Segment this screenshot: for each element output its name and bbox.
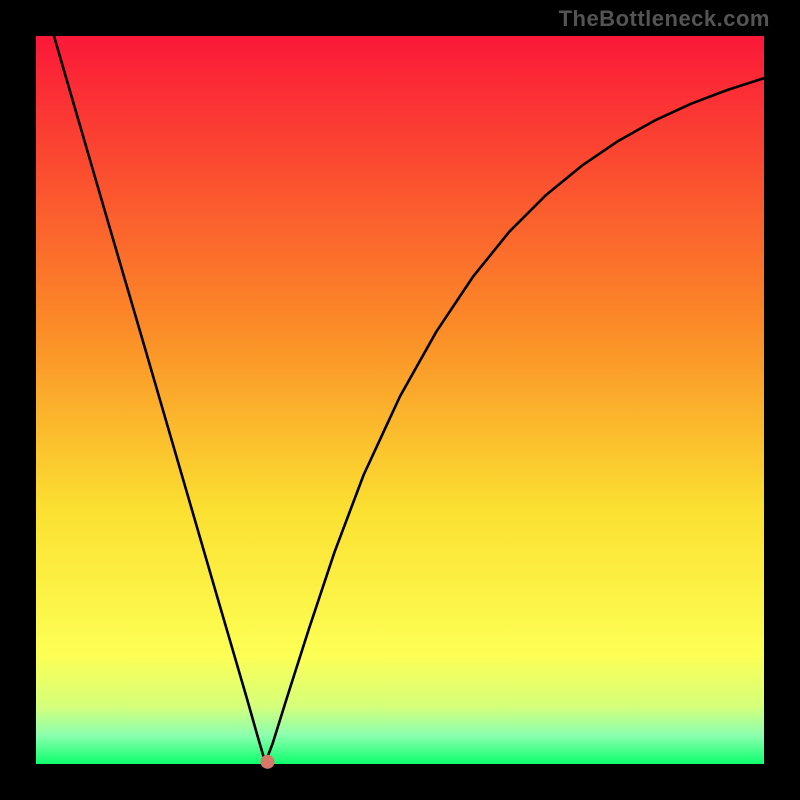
plot-svg [36,36,764,764]
watermark-text: TheBottleneck.com [559,6,770,32]
min-marker [261,755,275,769]
plot-background-gradient [36,36,764,764]
bottleneck-curve [36,0,764,763]
